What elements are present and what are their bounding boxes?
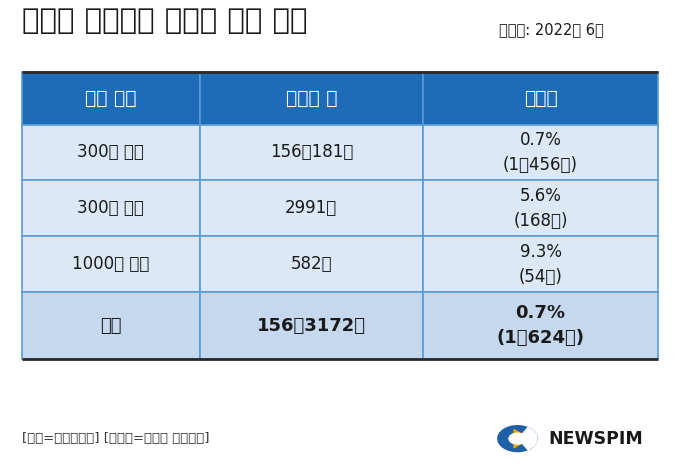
Text: 육아기 근로시간 단축제 이용 현황: 육아기 근로시간 단축제 이용 현황 <box>22 7 307 35</box>
Wedge shape <box>517 427 538 451</box>
Bar <box>200 180 423 236</box>
Text: 1000인 이상: 1000인 이상 <box>72 255 150 273</box>
Text: 156만3172개: 156만3172개 <box>257 317 366 335</box>
Text: 기업 규모: 기업 규모 <box>85 89 137 108</box>
Bar <box>423 73 658 125</box>
Bar <box>200 125 423 180</box>
Bar <box>423 236 658 292</box>
Polygon shape <box>514 430 530 448</box>
Bar <box>22 125 200 180</box>
Bar <box>423 180 658 236</box>
Text: 0.7%
(1만624개): 0.7% (1만624개) <box>496 304 585 347</box>
Text: [자료=고용노동부] [그래픽=홍종현 미술기자]: [자료=고용노동부] [그래픽=홍종현 미술기자] <box>22 432 209 445</box>
Text: 이용률: 이용률 <box>524 89 558 108</box>
Text: 사업장 수: 사업장 수 <box>286 89 337 108</box>
Text: 9.3%
(54개): 9.3% (54개) <box>519 243 562 286</box>
Text: 300인 이상: 300인 이상 <box>78 199 144 217</box>
Bar <box>200 292 423 359</box>
Bar <box>423 125 658 180</box>
Bar <box>423 292 658 359</box>
Bar <box>22 236 200 292</box>
Text: 전체: 전체 <box>100 317 122 335</box>
Circle shape <box>497 425 538 452</box>
Bar <box>200 236 423 292</box>
Bar <box>22 180 200 236</box>
Text: 0.7%
(1만456개): 0.7% (1만456개) <box>503 131 578 174</box>
Circle shape <box>508 432 526 445</box>
Bar <box>200 73 423 125</box>
Text: 기준일: 2022년 6월: 기준일: 2022년 6월 <box>499 22 604 37</box>
Text: 300인 미만: 300인 미만 <box>78 143 144 161</box>
Bar <box>22 292 200 359</box>
Text: 156만181개: 156만181개 <box>270 143 353 161</box>
Bar <box>22 73 200 125</box>
Text: 582개: 582개 <box>290 255 332 273</box>
Text: 2991개: 2991개 <box>285 199 337 217</box>
Text: NEWSPIM: NEWSPIM <box>548 430 643 448</box>
Text: 5.6%
(168개): 5.6% (168개) <box>513 187 568 230</box>
